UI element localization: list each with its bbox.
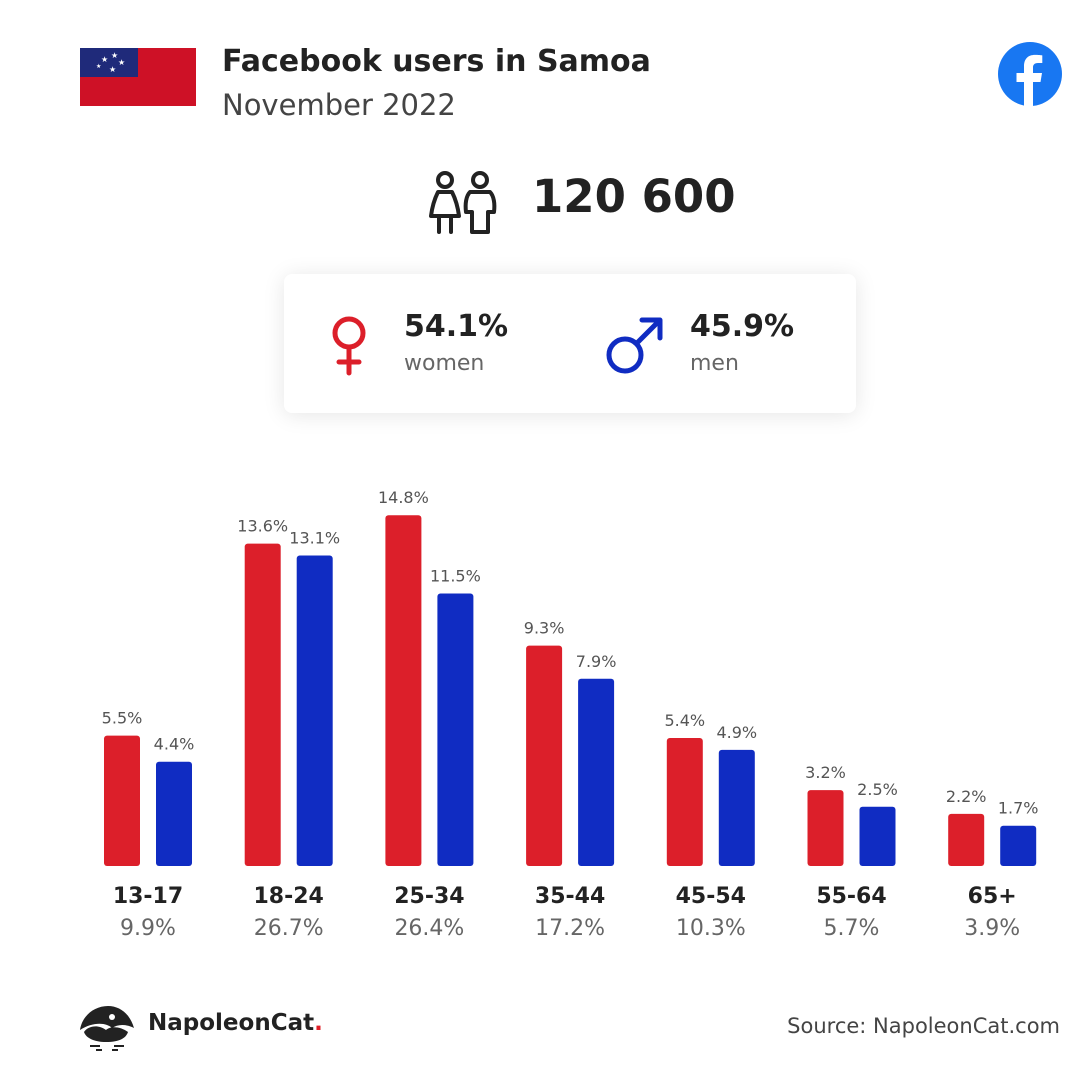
brand-dot: .: [314, 1010, 323, 1036]
svg-text:★: ★: [109, 65, 116, 74]
women-label: women: [404, 351, 485, 376]
bar-men-55-64: [859, 806, 896, 866]
data-label-women-18-24: 13.6%: [237, 517, 288, 536]
men-label: men: [690, 351, 739, 376]
data-label-men-45-54: 4.9%: [716, 723, 757, 742]
napoleoncat-logo-icon: [80, 1006, 134, 1051]
brand-text: NapoleonCat: [148, 1010, 315, 1036]
data-label-men-13-17: 4.4%: [154, 735, 195, 754]
category-label-25-34: 25-34: [394, 884, 465, 909]
svg-text:★: ★: [118, 58, 125, 67]
bar-women-25-34: [385, 515, 422, 866]
category-label-45-54: 45-54: [675, 884, 746, 909]
data-label-men-18-24: 13.1%: [289, 529, 340, 548]
bar-men-13-17: [156, 761, 192, 866]
data-label-men-25-34: 11.5%: [430, 566, 481, 585]
category-total-45-54: 10.3%: [675, 916, 746, 941]
data-label-women-65+: 2.2%: [946, 787, 987, 806]
brand-name: NapoleonCat.: [148, 1010, 323, 1036]
category-total-13-17: 9.9%: [120, 916, 176, 941]
total-users-value: 120 600: [532, 170, 736, 223]
category-total-65+: 3.9%: [964, 916, 1021, 941]
data-label-men-35-44: 7.9%: [576, 652, 617, 671]
data-label-men-65+: 1.7%: [998, 799, 1039, 818]
category-total-25-34: 26.4%: [394, 916, 465, 941]
bar-men-65+: [1000, 825, 1037, 866]
bar-women-65+: [948, 813, 985, 866]
facebook-icon: [998, 42, 1062, 106]
page-subtitle: November 2022: [222, 88, 456, 122]
data-label-women-35-44: 9.3%: [524, 619, 565, 638]
bar-women-55-64: [807, 790, 844, 866]
bar-men-18-24: [296, 555, 333, 866]
page-title: Facebook users in Samoa: [222, 44, 651, 79]
category-total-18-24: 26.7%: [253, 916, 324, 941]
bar-women-35-44: [526, 645, 563, 866]
men-value: 45.9%: [690, 309, 795, 344]
category-total-35-44: 17.2%: [535, 916, 606, 941]
bar-men-25-34: [437, 593, 474, 866]
source-text: Source: NapoleonCat.com: [787, 1014, 1060, 1038]
svg-text:★: ★: [111, 51, 118, 60]
category-label-55-64: 55-64: [816, 884, 887, 909]
gender-card: [284, 274, 856, 413]
svg-text:★: ★: [96, 63, 101, 70]
bar-men-35-44: [578, 678, 615, 866]
category-total-55-64: 5.7%: [823, 916, 880, 941]
category-label-18-24: 18-24: [253, 884, 324, 909]
category-label-35-44: 35-44: [534, 884, 606, 909]
svg-text:★: ★: [101, 55, 108, 64]
category-label-65+: 65+: [967, 884, 1017, 909]
bar-men-45-54: [718, 749, 755, 866]
data-label-women-25-34: 14.8%: [378, 488, 429, 507]
data-label-women-55-64: 3.2%: [805, 763, 846, 782]
category-label-13-17: 13-17: [112, 884, 184, 909]
data-label-men-55-64: 2.5%: [857, 780, 898, 799]
women-value: 54.1%: [404, 309, 509, 344]
bar-women-45-54: [666, 738, 703, 866]
samoa-flag-icon: ★ ★ ★ ★ ★: [80, 48, 196, 106]
female-symbol-icon: [332, 316, 366, 376]
data-label-women-45-54: 5.4%: [664, 711, 705, 730]
bar-women-18-24: [244, 543, 281, 866]
male-symbol-icon: [606, 317, 663, 374]
bar-women-13-17: [104, 735, 140, 866]
data-label-women-13-17: 5.5%: [102, 709, 143, 728]
people-icon: [429, 171, 497, 234]
